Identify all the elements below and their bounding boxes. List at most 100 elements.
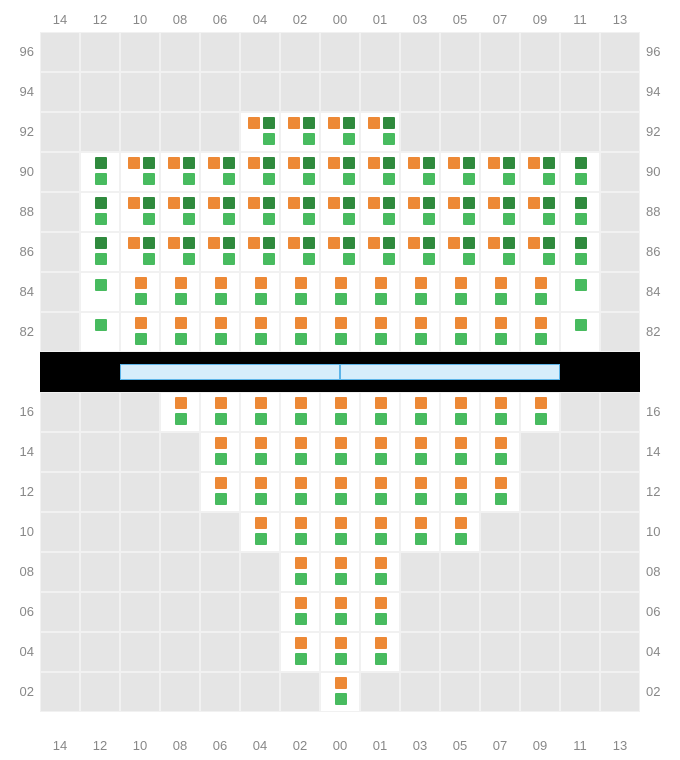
seat-cell[interactable] bbox=[160, 392, 200, 432]
seat-cell[interactable] bbox=[320, 592, 360, 632]
seat-cell[interactable] bbox=[360, 192, 400, 232]
seat-cell[interactable] bbox=[480, 392, 520, 432]
seat-cell[interactable] bbox=[440, 152, 480, 192]
seat-cell[interactable] bbox=[520, 232, 560, 272]
seat-cell[interactable] bbox=[200, 432, 240, 472]
seat-cell[interactable] bbox=[400, 272, 440, 312]
seat-cell[interactable] bbox=[280, 192, 320, 232]
seat-cell[interactable] bbox=[360, 432, 400, 472]
seat-cell[interactable] bbox=[240, 432, 280, 472]
seat-cell[interactable] bbox=[400, 512, 440, 552]
seat-cell[interactable] bbox=[240, 232, 280, 272]
seat-cell[interactable] bbox=[360, 592, 400, 632]
seat-cell[interactable] bbox=[320, 312, 360, 352]
seat-cell[interactable] bbox=[320, 112, 360, 152]
seat-cell[interactable] bbox=[80, 232, 120, 272]
seat-cell[interactable] bbox=[120, 152, 160, 192]
seat-cell[interactable] bbox=[240, 152, 280, 192]
seat-cell[interactable] bbox=[400, 432, 440, 472]
seat-cell[interactable] bbox=[480, 192, 520, 232]
seat-cell[interactable] bbox=[200, 392, 240, 432]
seat-cell[interactable] bbox=[440, 272, 480, 312]
seat-cell[interactable] bbox=[400, 472, 440, 512]
seat-cell[interactable] bbox=[440, 232, 480, 272]
seat-cell[interactable] bbox=[440, 192, 480, 232]
seat-cell[interactable] bbox=[280, 152, 320, 192]
seat-cell[interactable] bbox=[280, 512, 320, 552]
seat-cell[interactable] bbox=[320, 272, 360, 312]
seat-cell[interactable] bbox=[360, 552, 400, 592]
seat-cell[interactable] bbox=[360, 312, 400, 352]
seat-cell[interactable] bbox=[560, 232, 600, 272]
seat-cell[interactable] bbox=[240, 192, 280, 232]
seat-cell[interactable] bbox=[520, 312, 560, 352]
seat-cell[interactable] bbox=[360, 392, 400, 432]
seat-cell[interactable] bbox=[200, 272, 240, 312]
seat-cell[interactable] bbox=[480, 272, 520, 312]
seat-cell[interactable] bbox=[160, 192, 200, 232]
seat-cell[interactable] bbox=[80, 272, 120, 312]
seat-cell[interactable] bbox=[200, 312, 240, 352]
seat-cell[interactable] bbox=[280, 312, 320, 352]
seat-cell[interactable] bbox=[200, 232, 240, 272]
seat-cell[interactable] bbox=[240, 312, 280, 352]
seat-cell[interactable] bbox=[520, 392, 560, 432]
seat-cell[interactable] bbox=[480, 232, 520, 272]
seat-cell[interactable] bbox=[440, 392, 480, 432]
seat-cell[interactable] bbox=[320, 432, 360, 472]
seat-cell[interactable] bbox=[480, 152, 520, 192]
seat-cell[interactable] bbox=[400, 392, 440, 432]
seat-cell[interactable] bbox=[440, 472, 480, 512]
seat-cell[interactable] bbox=[280, 112, 320, 152]
seat-cell[interactable] bbox=[440, 432, 480, 472]
seat-cell[interactable] bbox=[280, 632, 320, 672]
seat-cell[interactable] bbox=[360, 512, 400, 552]
seat-cell[interactable] bbox=[120, 312, 160, 352]
seat-cell[interactable] bbox=[240, 512, 280, 552]
seat-cell[interactable] bbox=[120, 232, 160, 272]
seat-cell[interactable] bbox=[560, 152, 600, 192]
seat-cell[interactable] bbox=[280, 392, 320, 432]
seat-cell[interactable] bbox=[560, 312, 600, 352]
seat-cell[interactable] bbox=[400, 312, 440, 352]
seat-cell[interactable] bbox=[400, 192, 440, 232]
seat-cell[interactable] bbox=[200, 152, 240, 192]
seat-cell[interactable] bbox=[440, 312, 480, 352]
seat-cell[interactable] bbox=[200, 472, 240, 512]
seat-cell[interactable] bbox=[280, 272, 320, 312]
seat-cell[interactable] bbox=[320, 672, 360, 712]
seat-cell[interactable] bbox=[520, 272, 560, 312]
seat-cell[interactable] bbox=[80, 192, 120, 232]
stage-section[interactable] bbox=[120, 364, 340, 380]
seat-cell[interactable] bbox=[120, 272, 160, 312]
seat-cell[interactable] bbox=[360, 472, 400, 512]
seat-cell[interactable] bbox=[360, 232, 400, 272]
seat-cell[interactable] bbox=[80, 152, 120, 192]
seat-cell[interactable] bbox=[560, 192, 600, 232]
seat-cell[interactable] bbox=[280, 432, 320, 472]
seat-cell[interactable] bbox=[360, 272, 400, 312]
seat-cell[interactable] bbox=[200, 192, 240, 232]
seat-cell[interactable] bbox=[240, 472, 280, 512]
seat-cell[interactable] bbox=[520, 152, 560, 192]
seat-cell[interactable] bbox=[400, 152, 440, 192]
seat-cell[interactable] bbox=[320, 632, 360, 672]
seat-cell[interactable] bbox=[160, 152, 200, 192]
seat-cell[interactable] bbox=[400, 232, 440, 272]
seat-cell[interactable] bbox=[360, 632, 400, 672]
seat-cell[interactable] bbox=[160, 312, 200, 352]
seat-cell[interactable] bbox=[280, 552, 320, 592]
seat-cell[interactable] bbox=[280, 592, 320, 632]
seat-cell[interactable] bbox=[80, 312, 120, 352]
seat-cell[interactable] bbox=[320, 392, 360, 432]
seat-cell[interactable] bbox=[280, 472, 320, 512]
seat-cell[interactable] bbox=[480, 432, 520, 472]
seat-cell[interactable] bbox=[320, 512, 360, 552]
seat-cell[interactable] bbox=[440, 512, 480, 552]
seat-cell[interactable] bbox=[360, 112, 400, 152]
seat-cell[interactable] bbox=[320, 552, 360, 592]
seat-cell[interactable] bbox=[320, 232, 360, 272]
seat-cell[interactable] bbox=[160, 232, 200, 272]
seat-cell[interactable] bbox=[520, 192, 560, 232]
seat-cell[interactable] bbox=[560, 272, 600, 312]
